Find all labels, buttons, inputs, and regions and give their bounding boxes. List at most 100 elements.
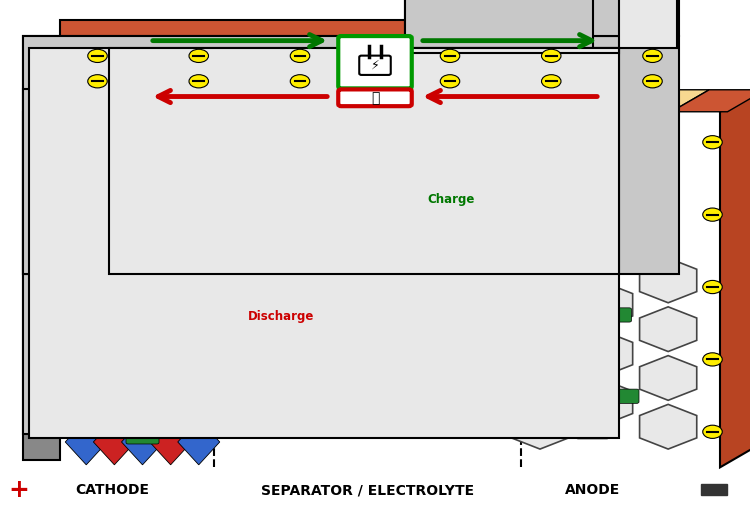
Polygon shape	[93, 267, 135, 312]
Polygon shape	[178, 216, 220, 262]
Polygon shape	[22, 90, 110, 112]
Bar	[22, 36, 592, 434]
Circle shape	[189, 75, 209, 88]
Circle shape	[703, 136, 722, 149]
Text: Charge: Charge	[427, 193, 475, 206]
Polygon shape	[93, 318, 135, 363]
Polygon shape	[575, 380, 633, 425]
Polygon shape	[122, 419, 164, 465]
Circle shape	[88, 49, 107, 62]
Polygon shape	[149, 165, 192, 211]
Circle shape	[542, 49, 561, 62]
Bar	[619, 0, 677, 48]
FancyBboxPatch shape	[531, 186, 564, 200]
Polygon shape	[122, 267, 164, 312]
Polygon shape	[122, 318, 164, 363]
FancyBboxPatch shape	[584, 196, 616, 210]
FancyBboxPatch shape	[598, 308, 632, 322]
FancyBboxPatch shape	[178, 171, 212, 185]
Polygon shape	[149, 368, 192, 414]
Polygon shape	[214, 90, 368, 112]
Polygon shape	[575, 234, 633, 278]
Polygon shape	[178, 267, 220, 312]
Polygon shape	[65, 216, 107, 262]
Polygon shape	[122, 216, 164, 262]
Polygon shape	[71, 90, 252, 112]
Circle shape	[440, 75, 460, 88]
Bar	[701, 484, 727, 495]
Polygon shape	[375, 90, 560, 112]
Bar	[22, 36, 679, 274]
Polygon shape	[93, 216, 135, 262]
Circle shape	[189, 49, 209, 62]
Polygon shape	[512, 356, 568, 400]
FancyBboxPatch shape	[538, 399, 572, 414]
Polygon shape	[65, 165, 107, 211]
Polygon shape	[65, 318, 107, 363]
Bar	[405, 0, 679, 36]
Bar	[22, 89, 592, 274]
FancyBboxPatch shape	[576, 425, 609, 439]
Text: CATHODE: CATHODE	[75, 483, 149, 497]
Circle shape	[703, 353, 722, 366]
Polygon shape	[122, 114, 164, 160]
Circle shape	[542, 75, 561, 88]
Polygon shape	[93, 114, 135, 160]
Polygon shape	[178, 165, 220, 211]
Polygon shape	[65, 114, 107, 160]
Bar	[60, 112, 214, 155]
Bar	[22, 112, 60, 460]
Bar	[405, 0, 592, 89]
Circle shape	[703, 208, 722, 221]
FancyBboxPatch shape	[148, 247, 182, 261]
Polygon shape	[93, 419, 135, 465]
Polygon shape	[149, 114, 192, 160]
Polygon shape	[671, 90, 750, 112]
Text: +: +	[8, 478, 29, 502]
FancyBboxPatch shape	[164, 308, 196, 322]
Polygon shape	[330, 90, 413, 112]
FancyBboxPatch shape	[126, 430, 159, 444]
FancyBboxPatch shape	[134, 135, 166, 149]
FancyBboxPatch shape	[88, 221, 122, 236]
FancyBboxPatch shape	[171, 389, 204, 403]
Circle shape	[38, 208, 57, 221]
Polygon shape	[65, 419, 107, 465]
Polygon shape	[575, 282, 633, 327]
FancyBboxPatch shape	[524, 298, 556, 312]
Bar	[110, 48, 619, 274]
Polygon shape	[575, 331, 633, 376]
Circle shape	[440, 49, 460, 62]
Text: ⚡: ⚡	[370, 58, 380, 71]
Polygon shape	[65, 267, 107, 312]
Polygon shape	[512, 404, 568, 449]
Circle shape	[88, 75, 107, 88]
Polygon shape	[640, 307, 697, 352]
FancyBboxPatch shape	[209, 349, 240, 362]
FancyBboxPatch shape	[104, 359, 136, 373]
Polygon shape	[122, 165, 164, 211]
Circle shape	[38, 136, 57, 149]
Circle shape	[290, 49, 310, 62]
Polygon shape	[178, 368, 220, 414]
Text: Discharge: Discharge	[248, 310, 314, 323]
Bar	[592, 0, 671, 36]
Polygon shape	[640, 258, 697, 303]
Circle shape	[38, 280, 57, 294]
Polygon shape	[640, 404, 697, 449]
FancyBboxPatch shape	[66, 399, 99, 414]
FancyBboxPatch shape	[606, 389, 639, 403]
FancyBboxPatch shape	[74, 155, 106, 170]
FancyBboxPatch shape	[450, 212, 481, 225]
Polygon shape	[512, 258, 568, 303]
FancyBboxPatch shape	[359, 55, 391, 75]
Circle shape	[38, 425, 57, 438]
Polygon shape	[720, 90, 750, 467]
Bar	[60, 53, 521, 112]
Text: 💡: 💡	[370, 91, 380, 105]
Bar	[60, 112, 330, 254]
Text: ANODE: ANODE	[565, 483, 620, 497]
Text: SEPARATOR / ELECTROLYTE: SEPARATOR / ELECTROLYTE	[261, 483, 474, 497]
FancyBboxPatch shape	[338, 36, 412, 88]
Polygon shape	[149, 419, 192, 465]
